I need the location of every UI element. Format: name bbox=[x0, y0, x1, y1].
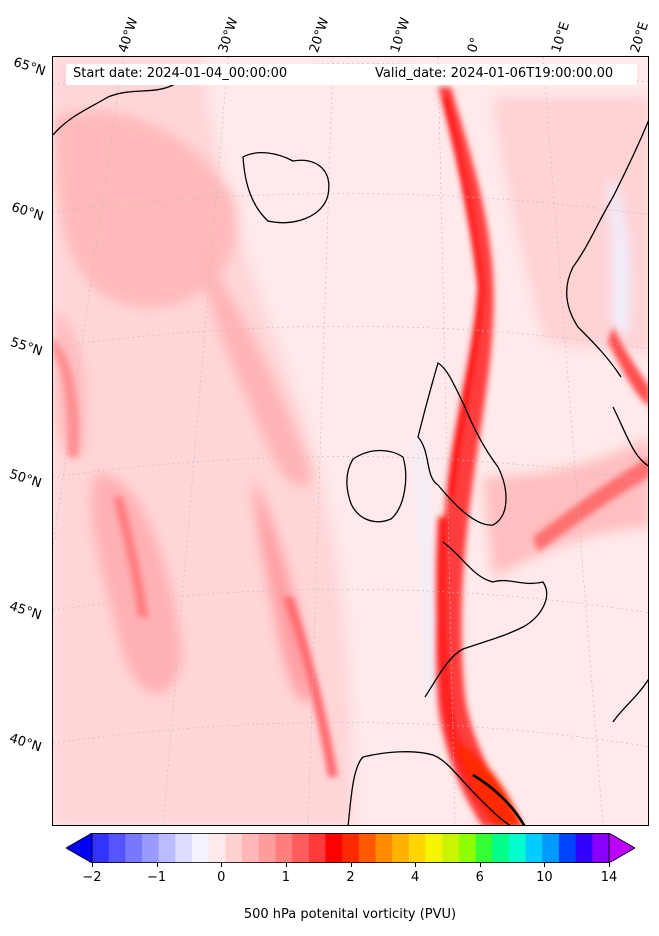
lat-label-60: 60°N bbox=[9, 200, 46, 225]
header-box bbox=[66, 64, 637, 85]
colorbar-swatch bbox=[242, 833, 260, 863]
colorbar-swatch bbox=[542, 833, 560, 863]
colorbar-swatch bbox=[125, 833, 143, 863]
colorbar-swatch bbox=[492, 833, 510, 863]
colorbar-swatch bbox=[325, 833, 343, 863]
colorbar-swatch bbox=[192, 833, 210, 863]
colorbar-tick-mark bbox=[156, 862, 158, 867]
lon-label-20e: 20°E bbox=[628, 20, 652, 55]
colorbar-swatch bbox=[108, 833, 126, 863]
lon-label-10e: 10°E bbox=[549, 20, 573, 55]
colorbar-swatch bbox=[308, 833, 326, 863]
colorbar-tick-label: 1 bbox=[281, 870, 291, 885]
lon-label-0: 0° bbox=[465, 35, 484, 55]
lon-label-30w: 30°W bbox=[216, 15, 242, 55]
colorbar-tick-label: 14 bbox=[600, 870, 618, 885]
start-date-label: Start date: 2024-01-04_00:00:00 bbox=[73, 66, 288, 81]
lat-label-50: 50°N bbox=[7, 467, 44, 492]
colorbar-extend-min bbox=[66, 833, 93, 863]
colorbar-swatch bbox=[592, 833, 610, 863]
coastlines bbox=[53, 70, 648, 825]
colorbar-tick-mark bbox=[544, 862, 546, 867]
colorbar-swatch bbox=[375, 833, 393, 863]
colorbar-tick-label: 6 bbox=[475, 870, 484, 885]
colorbar-swatch bbox=[358, 833, 377, 863]
colorbar-swatch bbox=[225, 833, 243, 863]
lat-label-45: 45°N bbox=[7, 599, 44, 624]
colorbar bbox=[66, 833, 635, 863]
colorbar-swatch bbox=[475, 833, 493, 863]
colorbar-swatch bbox=[442, 833, 460, 863]
colorbar-swatch bbox=[575, 833, 593, 863]
valid-date-label: Valid_date: 2024-01-06T19:00:00.00 bbox=[375, 66, 614, 81]
colorbar-swatch bbox=[525, 833, 543, 863]
colorbar-swatch bbox=[425, 833, 443, 863]
pv-field-map bbox=[53, 57, 648, 825]
lon-label-40w: 40°W bbox=[116, 15, 142, 55]
colorbar-tick-label: 0 bbox=[217, 870, 226, 885]
colorbar-tick-mark bbox=[609, 862, 610, 867]
colorbar-swatch bbox=[92, 833, 110, 863]
colorbar-tick-label: −2 bbox=[82, 870, 102, 885]
colorbar-tick-label: 4 bbox=[410, 870, 420, 885]
colorbar-tick-mark bbox=[221, 862, 223, 867]
colorbar-extend-max bbox=[608, 833, 635, 863]
colorbar-swatch bbox=[258, 833, 276, 863]
colorbar-swatch bbox=[142, 833, 160, 863]
colorbar-tick-mark bbox=[285, 862, 287, 867]
colorbar-swatch bbox=[292, 833, 310, 863]
colorbar-swatch bbox=[558, 833, 577, 863]
colorbar-swatch bbox=[508, 833, 527, 863]
graticule bbox=[53, 57, 648, 825]
colorbar-swatch bbox=[208, 833, 226, 863]
lat-label-65: 65°N bbox=[11, 55, 48, 80]
lat-label-40: 40°N bbox=[7, 731, 44, 756]
lon-label-10w: 10°W bbox=[388, 15, 414, 55]
colorbar-tick-mark bbox=[92, 862, 93, 867]
colorbar-swatch bbox=[275, 833, 293, 863]
colorbar-tick-label: 2 bbox=[346, 870, 355, 885]
colorbar-tick-label: 10 bbox=[536, 870, 553, 885]
colorbar-tick-mark bbox=[350, 862, 352, 867]
colorbar-swatch bbox=[458, 833, 477, 863]
colorbar-swatch bbox=[175, 833, 193, 863]
colorbar-swatch bbox=[342, 833, 360, 863]
lon-label-20w: 20°W bbox=[307, 15, 333, 55]
colorbar-tick-label: −1 bbox=[147, 870, 167, 885]
colorbar-tick-mark bbox=[479, 862, 481, 867]
colorbar-swatch bbox=[408, 833, 427, 863]
colorbar-swatch bbox=[392, 833, 410, 863]
map-panel bbox=[52, 56, 649, 826]
lat-label-55: 55°N bbox=[8, 335, 45, 360]
pv-contours bbox=[53, 57, 648, 825]
colorbar-swatch bbox=[158, 833, 176, 863]
colorbar-label: 500 hPa potenital vorticity (PVU) bbox=[243, 907, 457, 922]
colorbar-tick-mark bbox=[415, 862, 417, 867]
